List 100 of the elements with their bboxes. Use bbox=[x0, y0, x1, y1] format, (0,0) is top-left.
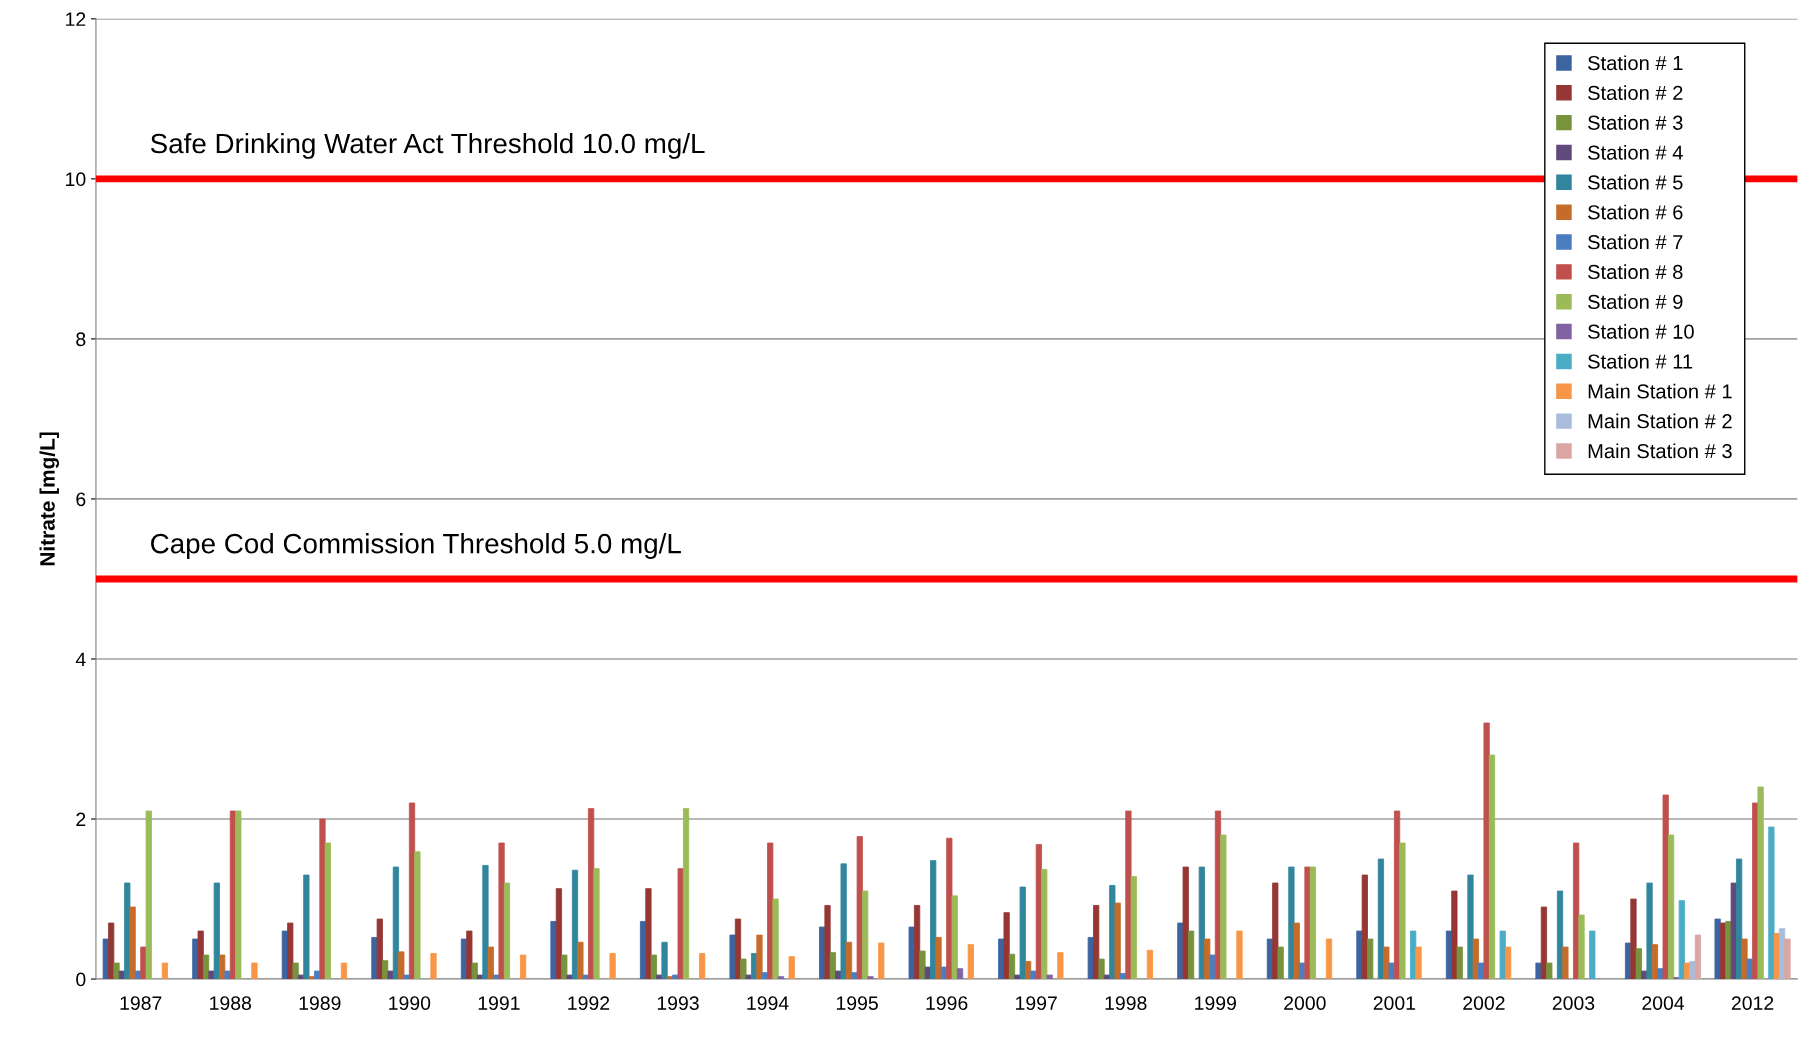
bar bbox=[145, 810, 152, 980]
bar bbox=[1689, 961, 1696, 980]
bar bbox=[682, 808, 690, 980]
bar bbox=[1093, 905, 1100, 980]
bar bbox=[1467, 874, 1474, 980]
bar bbox=[1736, 858, 1743, 980]
bar bbox=[1651, 944, 1659, 980]
x-tick-label: 1991 bbox=[478, 996, 520, 1011]
bar bbox=[1410, 930, 1417, 980]
bar bbox=[324, 842, 331, 980]
bar bbox=[824, 905, 831, 980]
bar bbox=[1130, 876, 1137, 980]
bar bbox=[466, 930, 473, 980]
bar bbox=[656, 974, 663, 980]
y-tick-label: 6 bbox=[76, 492, 86, 507]
bar bbox=[1546, 962, 1553, 980]
bar bbox=[1757, 786, 1764, 980]
bar bbox=[1472, 938, 1479, 980]
bar bbox=[756, 934, 763, 980]
bar bbox=[677, 868, 684, 980]
bar bbox=[161, 962, 168, 980]
bar bbox=[935, 937, 942, 980]
x-tick-label: 1989 bbox=[299, 996, 341, 1011]
bar bbox=[1361, 874, 1368, 980]
bar bbox=[376, 918, 383, 980]
x-tick-label: 1993 bbox=[657, 996, 699, 1011]
bar bbox=[1399, 842, 1406, 980]
bar bbox=[1288, 866, 1295, 980]
bar bbox=[1008, 953, 1016, 980]
bar bbox=[856, 836, 863, 980]
bar bbox=[777, 976, 785, 980]
bar bbox=[303, 874, 310, 980]
x-tick-label: 1998 bbox=[1105, 996, 1147, 1011]
bar bbox=[1325, 938, 1333, 980]
bar bbox=[1057, 952, 1064, 980]
bar bbox=[1667, 834, 1675, 980]
bar bbox=[1741, 938, 1748, 980]
bar bbox=[519, 954, 527, 980]
legend-label: Station # 2 bbox=[1588, 85, 1683, 101]
bar bbox=[1383, 946, 1390, 980]
bar bbox=[1483, 722, 1490, 980]
bar bbox=[287, 922, 294, 980]
bar bbox=[1046, 974, 1053, 980]
bar bbox=[1304, 866, 1311, 980]
legend-label: Station # 1 bbox=[1588, 55, 1683, 71]
bar bbox=[609, 953, 616, 980]
bar bbox=[1377, 858, 1385, 980]
x-tick-label: 1987 bbox=[120, 996, 162, 1011]
bar bbox=[308, 976, 315, 980]
bar bbox=[1125, 810, 1132, 980]
bar bbox=[297, 974, 305, 980]
bar bbox=[1272, 882, 1279, 980]
x-tick-label: 1997 bbox=[1016, 996, 1057, 1011]
bar bbox=[767, 842, 774, 980]
bar bbox=[1415, 946, 1422, 980]
x-tick-label: 1994 bbox=[747, 996, 789, 1011]
y-tick-label: 12 bbox=[66, 12, 86, 26]
legend-label: Station # 6 bbox=[1588, 204, 1683, 220]
legend-label: Station # 5 bbox=[1588, 174, 1683, 190]
bar bbox=[745, 974, 752, 980]
bar bbox=[1204, 938, 1211, 980]
bar bbox=[1041, 869, 1048, 980]
y-tick-label: 8 bbox=[76, 332, 86, 347]
bar bbox=[1630, 898, 1637, 980]
bar bbox=[1589, 930, 1596, 980]
legend-label: Main Station # 2 bbox=[1588, 413, 1732, 429]
x-tick-label: 1988 bbox=[210, 996, 252, 1011]
bar bbox=[113, 962, 120, 980]
x-tick-label: 1990 bbox=[389, 996, 431, 1011]
bar bbox=[482, 865, 489, 980]
bar bbox=[1182, 866, 1189, 980]
bar bbox=[1388, 962, 1395, 980]
bar bbox=[1236, 930, 1243, 980]
bar bbox=[1220, 834, 1227, 980]
bar bbox=[197, 930, 204, 980]
x-tick-label: 2000 bbox=[1284, 996, 1326, 1011]
bar bbox=[1103, 974, 1111, 980]
bar bbox=[1209, 954, 1216, 980]
bar bbox=[1540, 906, 1548, 980]
x-tick-label: 2012 bbox=[1731, 996, 1774, 1011]
bar bbox=[582, 974, 589, 980]
bar bbox=[1784, 938, 1791, 980]
bar bbox=[102, 938, 109, 980]
legend-label: Station # 11 bbox=[1588, 353, 1693, 369]
x-tick-label: 1992 bbox=[568, 996, 610, 1011]
bar bbox=[1768, 826, 1775, 980]
bar bbox=[555, 888, 562, 980]
legend-label: Station # 4 bbox=[1588, 144, 1683, 160]
bar bbox=[1773, 933, 1780, 980]
bar bbox=[951, 895, 958, 980]
bar bbox=[772, 898, 779, 980]
bar bbox=[1277, 946, 1284, 980]
legend-label: Main Station # 3 bbox=[1588, 443, 1732, 459]
bar bbox=[913, 905, 921, 980]
bar bbox=[1646, 882, 1653, 980]
bar bbox=[1003, 912, 1010, 980]
bar bbox=[430, 953, 437, 980]
bar bbox=[1030, 970, 1037, 980]
bar bbox=[403, 974, 410, 980]
bar bbox=[650, 954, 657, 980]
